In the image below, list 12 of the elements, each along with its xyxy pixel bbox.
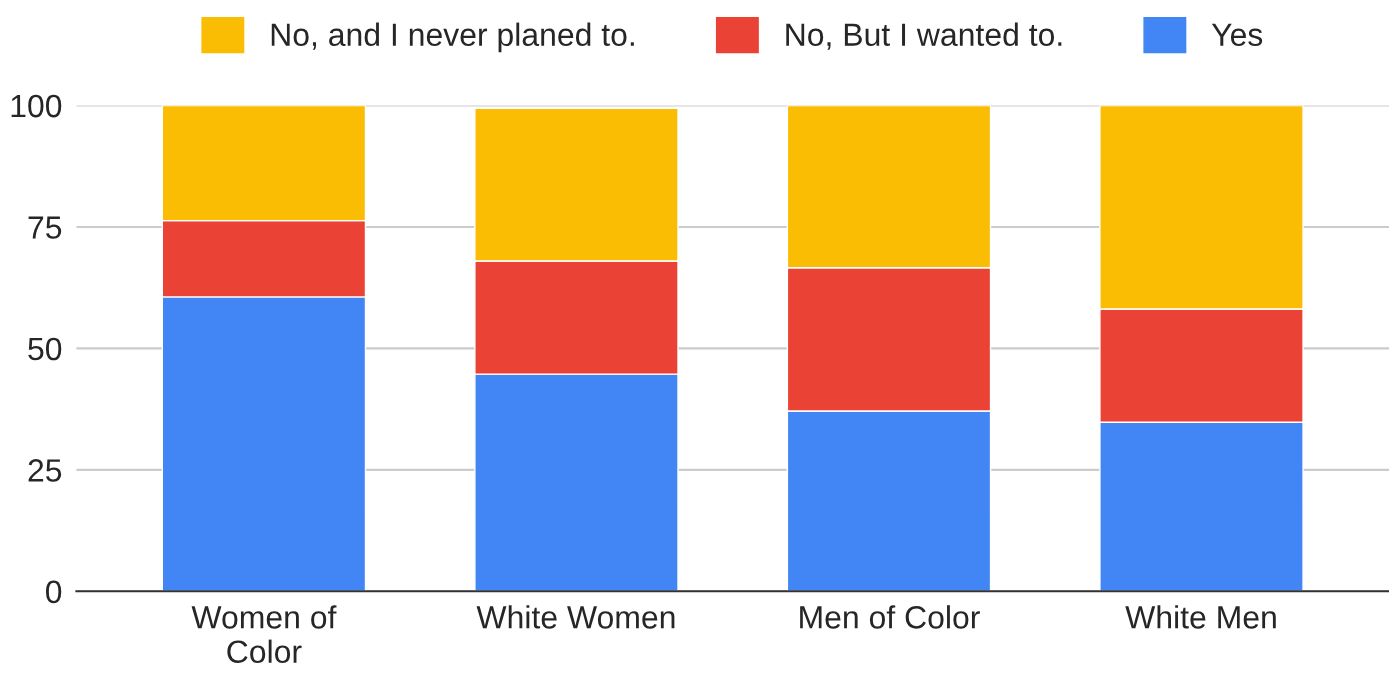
y-tick-label: 50	[28, 337, 62, 361]
legend-label: Yes	[1211, 23, 1263, 47]
legend-label: No, But I wanted to.	[786, 22, 1062, 50]
x-tick-label: Women of Color	[191, 605, 337, 664]
x-tick-label: White Women	[476, 605, 675, 629]
legend-label: No, and I never planed to.	[271, 22, 634, 53]
x-tick-label: White Men	[1125, 605, 1276, 629]
y-tick-label: 0	[45, 580, 62, 604]
y-tick-label: 75	[28, 216, 62, 239]
y-tick-label: 25	[28, 459, 62, 482]
x-tick-label: Men of Color	[800, 605, 980, 629]
y-tick-label: 100	[11, 94, 62, 118]
